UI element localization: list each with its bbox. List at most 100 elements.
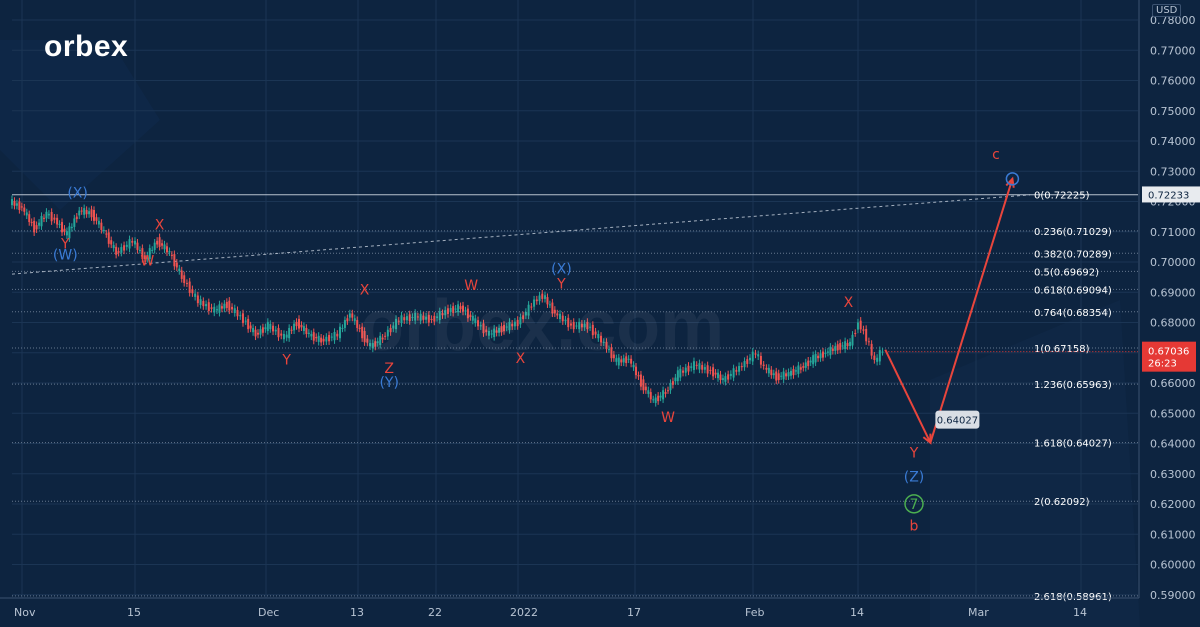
logo-text: orbex	[44, 30, 129, 63]
candle-body	[257, 332, 259, 335]
candle-body	[42, 217, 45, 219]
y-tick-label: 0.77000	[1150, 44, 1196, 57]
candle-body	[146, 255, 149, 259]
candle-body	[389, 327, 392, 333]
fib-level-label: 1(0.67158)	[1034, 344, 1090, 355]
candle-body	[649, 392, 652, 400]
candle-body	[522, 315, 525, 320]
candle-body	[25, 212, 28, 216]
candle-body	[690, 366, 693, 368]
fibonacci-levels: 0(0.72225) 0.236(0.71029) 0.382(0.70289) 0.…	[11, 191, 1138, 603]
candle-body	[392, 325, 395, 329]
candle-body	[839, 343, 842, 350]
candle-body	[105, 233, 108, 235]
x-tick-label: 15	[127, 606, 141, 619]
candle-body	[856, 322, 859, 330]
candle-body	[40, 216, 43, 227]
candle-body	[78, 210, 81, 216]
candle-body	[110, 240, 113, 245]
candle-body	[575, 325, 578, 327]
candle-body	[138, 249, 141, 251]
candle-body	[438, 311, 441, 321]
y-tick-label: 0.78000	[1150, 14, 1196, 27]
candle-body	[812, 355, 815, 365]
candle-body	[236, 310, 239, 317]
candle-body	[794, 370, 797, 372]
candle-body	[261, 327, 264, 333]
price-line-text: 0.72233	[1148, 190, 1189, 201]
candle-body	[312, 332, 315, 341]
candle-body	[280, 333, 283, 336]
candle-body	[740, 366, 743, 368]
candle-body	[361, 326, 364, 339]
candle-body	[400, 315, 403, 324]
candle-body	[881, 351, 884, 353]
candle-body	[834, 346, 837, 351]
trend-line	[11, 194, 1031, 275]
candle-body	[346, 318, 349, 322]
wave-label: (X)	[67, 186, 88, 202]
logo: orbex	[44, 30, 128, 64]
candle-body	[328, 335, 331, 342]
candle-body	[622, 358, 625, 363]
candle-body	[252, 327, 255, 333]
candle-body	[589, 326, 592, 328]
candle-body	[630, 358, 633, 364]
candle-body	[826, 351, 829, 353]
x-tick-label: 13	[350, 606, 364, 619]
candle-body	[493, 328, 496, 338]
candle-body	[123, 245, 126, 251]
candle-body	[687, 365, 690, 372]
candle-body	[363, 330, 366, 343]
candle-body	[751, 351, 754, 362]
candle-body	[627, 358, 630, 360]
candle-body	[322, 338, 325, 342]
candle-body	[657, 395, 660, 402]
candle-body	[867, 341, 870, 343]
candle-body	[295, 321, 298, 327]
candle-body	[669, 383, 672, 391]
candle-body	[325, 336, 328, 342]
candle-body	[151, 249, 154, 251]
candle-body	[610, 347, 613, 359]
candle-body	[844, 341, 847, 350]
candle-body	[290, 329, 293, 331]
background-decoration	[0, 40, 1140, 627]
candle-body	[288, 327, 291, 339]
fib-level-label: 1.618(0.64027)	[1034, 439, 1112, 450]
candle-body	[433, 315, 436, 322]
candle-body	[168, 251, 171, 253]
candle-body	[682, 370, 685, 373]
candle-body	[511, 323, 514, 327]
candle-body	[635, 366, 638, 376]
candle-body	[567, 317, 570, 328]
candle-body	[38, 222, 41, 226]
candle-body	[83, 208, 86, 215]
candle-body	[712, 367, 715, 377]
candle-body	[239, 315, 242, 317]
currency-text: USD	[1156, 5, 1178, 16]
candle-body	[471, 315, 474, 321]
candle-body	[223, 303, 226, 309]
y-tick-label: 0.64000	[1150, 438, 1196, 451]
candle-body	[422, 315, 425, 320]
candle-body	[180, 270, 183, 279]
candle-body	[156, 240, 159, 245]
candle-body	[30, 222, 33, 224]
candle-body	[356, 320, 359, 328]
candle-body	[503, 324, 505, 332]
candle-body	[572, 321, 575, 330]
price-line-badge	[1142, 186, 1200, 203]
fib-level-label: 0.764(0.68354)	[1034, 308, 1112, 319]
watermark: orbex.com	[360, 285, 724, 367]
y-tick-label: 0.76000	[1150, 75, 1196, 88]
candle-body	[870, 343, 873, 356]
candle-body	[878, 350, 881, 362]
candle-body	[416, 316, 419, 318]
candle-body	[244, 320, 247, 322]
x-tick-label: 14	[850, 606, 864, 619]
candle-body	[371, 343, 374, 349]
